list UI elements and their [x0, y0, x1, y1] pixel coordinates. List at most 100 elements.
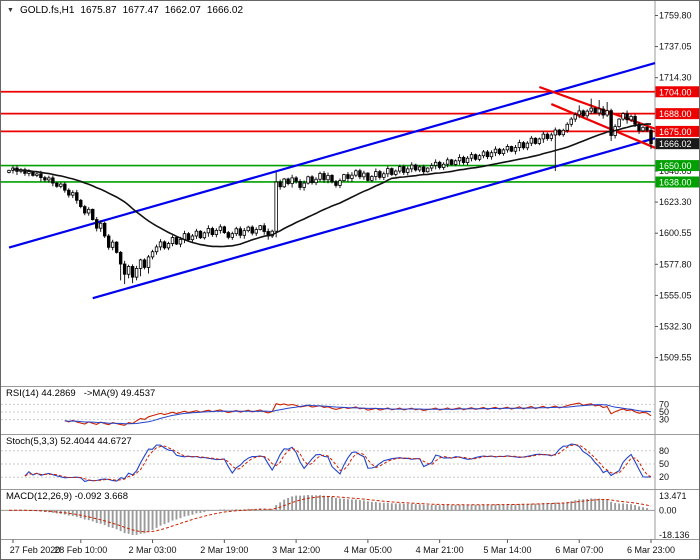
- candle-body: [178, 239, 183, 245]
- candle-body: [218, 226, 223, 231]
- candle-body: [118, 251, 123, 265]
- candle-body: [230, 233, 235, 238]
- candle-body: [633, 115, 637, 125]
- candle-body: [146, 256, 151, 268]
- candle-body: [593, 107, 597, 114]
- candle-body: [561, 129, 565, 136]
- resistance-trend-lower[interactable]: [550, 103, 656, 149]
- rsi-level-label: 30: [659, 415, 669, 425]
- price-badge-label: 1704.00: [659, 87, 692, 97]
- rsi-ma-line: [64, 404, 652, 425]
- candle-body: [318, 173, 322, 180]
- y-axis-label: 1532.30: [659, 321, 692, 331]
- quote-close: 1666.02: [206, 5, 244, 16]
- macd-axis-zero: 0.00: [659, 505, 677, 515]
- macd-axis-max: 13.471: [659, 491, 687, 501]
- time-axis-label: 2 Mar 03:00: [129, 545, 177, 555]
- candle-body: [246, 226, 250, 232]
- candle-body: [557, 129, 561, 136]
- price-badge-label: 1675.00: [659, 127, 692, 137]
- candle-body: [274, 181, 278, 232]
- candle-body: [342, 174, 346, 182]
- candle-body: [390, 168, 394, 175]
- candle-body: [314, 178, 318, 184]
- candle-body: [43, 177, 47, 181]
- candle-body: [358, 170, 362, 178]
- candle-body: [226, 232, 231, 238]
- price-badge-label: 1638.00: [659, 177, 692, 187]
- candle-body: [477, 155, 482, 160]
- candle-body: [338, 180, 342, 186]
- candle-body: [162, 241, 167, 249]
- stoch-pane[interactable]: 80 50 20: [1, 443, 669, 483]
- candle-body: [601, 108, 605, 116]
- candles-layer: [7, 98, 653, 285]
- price-level-lines: [1, 90, 655, 183]
- price-badge: [655, 125, 699, 137]
- symbol-dropdown-icon[interactable]: ▼: [7, 7, 14, 14]
- y-axis-label: 1623.30: [659, 197, 692, 207]
- candle-body: [27, 171, 31, 174]
- candle-body: [374, 171, 378, 177]
- time-axis-label: 6 Mar 23:00: [627, 545, 675, 555]
- price-badge: [655, 176, 699, 188]
- channel-upper-line[interactable]: [8, 61, 656, 249]
- price-axis[interactable]: 1759.801737.051714.301646.051623.301600.…: [655, 10, 700, 363]
- candle-body: [366, 172, 370, 181]
- candle-body: [386, 168, 390, 175]
- candle-body: [114, 241, 119, 253]
- candle-body: [461, 156, 466, 163]
- candle-body: [501, 149, 506, 154]
- candle-body: [641, 126, 645, 132]
- candle-body: [214, 229, 219, 236]
- price-badge-label: 1688.00: [659, 109, 692, 119]
- channel-lower-line[interactable]: [92, 137, 656, 300]
- candle-body: [457, 156, 462, 162]
- y-axis-label: 1714.30: [659, 73, 692, 83]
- rsi-level-label: 50: [659, 407, 669, 417]
- y-axis-label: 1600.55: [659, 228, 692, 238]
- y-axis-label: 1737.05: [659, 42, 692, 52]
- candle-body: [549, 134, 554, 139]
- stoch-main-line: [24, 443, 652, 483]
- rsi-label: RSI(14) 44.2869 ->MA(9) 49.4537: [6, 388, 155, 399]
- moving-average-line: [12, 123, 652, 248]
- candle-body: [437, 161, 442, 168]
- candle-body: [242, 230, 246, 236]
- candle-body: [597, 108, 601, 114]
- candle-body: [250, 226, 254, 234]
- price-badge-label: 1650.00: [659, 161, 692, 171]
- candle-body: [581, 110, 585, 117]
- quote-low: 1662.07: [164, 5, 201, 16]
- candle-body: [573, 114, 577, 120]
- candle-body: [414, 164, 418, 171]
- pane-separators: [1, 1, 699, 540]
- y-axis-label: 1555.05: [659, 290, 692, 300]
- candle-body: [649, 129, 653, 145]
- candle-body: [23, 169, 27, 174]
- price-badge: [655, 160, 699, 172]
- candle-body: [326, 175, 330, 181]
- candle-body: [206, 228, 211, 234]
- candle-body: [617, 118, 621, 128]
- candle-body: [330, 175, 334, 183]
- candle-body: [449, 159, 454, 165]
- candle-body: [306, 176, 310, 184]
- candle-body: [489, 152, 494, 158]
- macd-pane[interactable]: 13.471 0.00 -18.136: [1, 491, 690, 540]
- candle-body: [541, 133, 546, 140]
- price-badge-label: 1666.02: [659, 139, 692, 149]
- candle-body: [402, 166, 406, 173]
- macd-indicator-value: MACD(12,26,9) -0.092 3.668: [6, 491, 128, 502]
- candle-body: [170, 237, 175, 244]
- candle-body: [382, 173, 386, 178]
- stoch-level-label: 80: [659, 446, 669, 456]
- candle-body: [441, 163, 446, 168]
- candle-body: [174, 237, 179, 245]
- candle-body: [569, 118, 573, 125]
- candle-body: [469, 154, 474, 159]
- candle-body: [166, 243, 171, 249]
